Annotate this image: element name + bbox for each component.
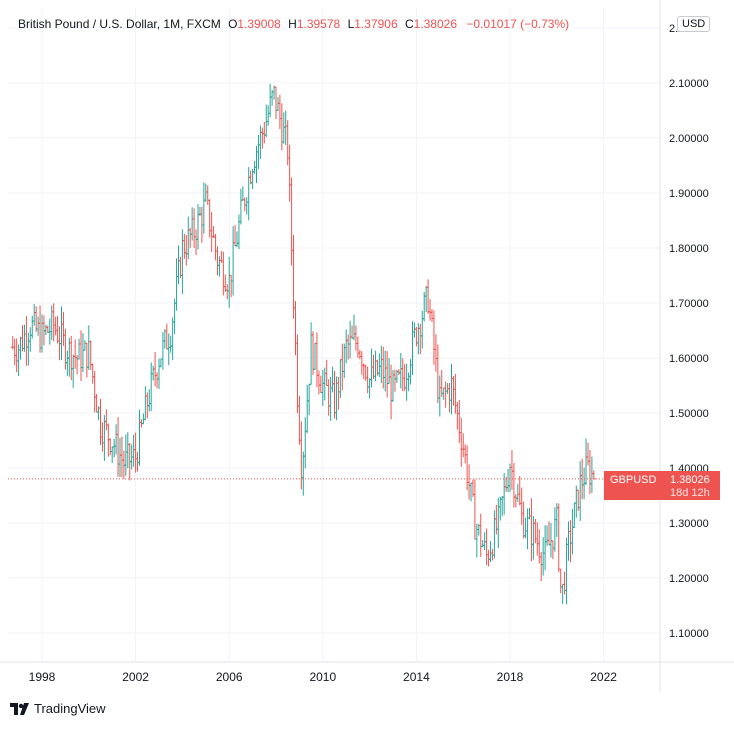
y-tick-label: 1.80000	[669, 243, 709, 255]
last-price: 1.38026	[670, 474, 710, 486]
x-tick-label: 2002	[122, 670, 149, 684]
open-label: O	[228, 17, 238, 31]
bar-countdown: 18d 12h	[670, 487, 710, 499]
x-tick-label: 1998	[29, 670, 56, 684]
x-tick-label: 2014	[403, 670, 430, 684]
y-tick-label: 2.00000	[669, 133, 709, 145]
high-label: H	[288, 17, 297, 31]
low-value: 1.37906	[354, 17, 398, 31]
close-value: 1.38026	[413, 17, 458, 31]
x-tick-label: 2010	[309, 670, 336, 684]
change-value: −0.01017 (−0.73%)	[466, 17, 570, 31]
tradingview-icon	[10, 702, 29, 715]
y-tick-label: 1.70000	[669, 298, 709, 310]
x-tick-label: 2006	[216, 670, 243, 684]
close-label: C	[404, 17, 414, 31]
x-tick-label: 2018	[497, 670, 524, 684]
y-tick-label: 1.20000	[669, 573, 709, 585]
symbol-title: British Pound / U.S. Dollar, 1M, FXCM	[18, 17, 221, 31]
y-tick-label: 1.50000	[669, 408, 709, 420]
currency-button[interactable]: USD	[677, 16, 711, 32]
brand-logo[interactable]: TradingView	[10, 701, 106, 716]
price-tag-symbol: GBPUSD	[610, 474, 657, 486]
y-tick-label: 1.30000	[669, 518, 709, 530]
high-value: 1.39578	[296, 17, 341, 31]
y-tick-label: 1.60000	[669, 353, 709, 365]
symbol-price-tag: GBPUSD	[604, 471, 664, 500]
y-tick-label: 2.10000	[669, 78, 709, 90]
open-value: 1.39008	[237, 17, 281, 31]
low-label: L	[347, 17, 355, 31]
chart-legend: British Pound / U.S. Dollar, 1M, FXCM O1…	[18, 17, 569, 31]
x-tick-label: 2022	[590, 670, 617, 684]
y-tick-label: 1.10000	[669, 628, 709, 640]
brand-name: TradingView	[34, 701, 106, 716]
last-price-badge: 1.38026 18d 12h	[664, 471, 720, 500]
y-tick-label: 1.90000	[669, 188, 709, 200]
